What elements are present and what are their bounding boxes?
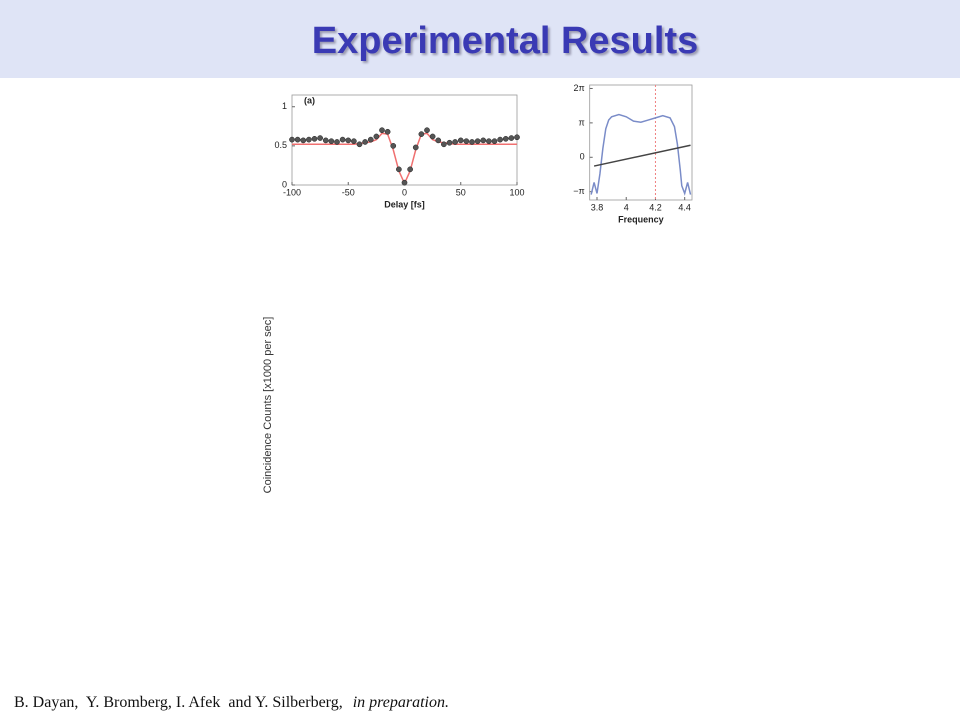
data-point xyxy=(474,138,481,145)
annotation: (a) xyxy=(304,95,315,105)
y-tick-label: 0.5 xyxy=(274,140,287,150)
x-tick-label: 4.2 xyxy=(649,202,662,212)
data-point xyxy=(339,136,346,143)
data-point xyxy=(424,127,430,134)
x-tick-label: 4.4 xyxy=(678,202,691,212)
data-point xyxy=(356,141,363,148)
y-tick-label: 0 xyxy=(580,152,585,162)
data-point xyxy=(294,136,301,143)
data-point xyxy=(300,137,307,144)
y-tick-label: −π xyxy=(573,186,584,196)
data-point xyxy=(322,137,329,144)
data-point xyxy=(441,141,447,148)
data-point xyxy=(317,135,323,141)
data-point xyxy=(452,139,458,145)
x-tick-label: 50 xyxy=(456,187,466,197)
title-banner xyxy=(0,0,960,78)
data-point xyxy=(379,127,385,134)
plot-frame xyxy=(589,84,693,201)
data-point xyxy=(418,131,425,137)
data-point xyxy=(412,144,419,151)
data-point xyxy=(345,137,352,144)
data-point xyxy=(390,143,397,149)
data-point xyxy=(328,138,335,145)
data-point xyxy=(306,136,312,143)
y-tick-label: 2π xyxy=(573,83,584,93)
data-point xyxy=(362,139,368,145)
y-axis-label: Coincidence Counts [x1000 per sec] xyxy=(262,316,274,494)
data-point xyxy=(311,135,318,142)
x-axis-label: Delay [fs] xyxy=(384,199,425,209)
x-tick-label: -50 xyxy=(342,187,355,197)
data-point xyxy=(429,133,436,140)
x-tick-label: -100 xyxy=(283,187,301,197)
data-point xyxy=(373,133,380,140)
y-tick-label: 0 xyxy=(282,179,287,189)
data-point xyxy=(497,136,503,143)
citation-note: in preparation. xyxy=(352,694,449,711)
data-point xyxy=(514,134,520,141)
data-point xyxy=(446,139,453,146)
data-point xyxy=(396,166,402,173)
series-line xyxy=(593,144,691,167)
data-point xyxy=(384,128,391,135)
x-tick-label: 100 xyxy=(509,187,524,197)
data-point xyxy=(480,137,487,144)
y-tick-label: 1 xyxy=(282,101,287,111)
slide-title: Experimental Results xyxy=(311,20,699,62)
x-axis-label: Frequency xyxy=(618,214,664,224)
data-point xyxy=(435,137,442,144)
x-tick-label: 3.8 xyxy=(591,202,604,212)
data-point xyxy=(508,135,515,141)
data-point xyxy=(401,179,408,186)
data-point xyxy=(407,166,413,173)
citation: B. Dayan, Y. Bromberg, I. Afek and Y. Si… xyxy=(14,694,449,712)
series-line xyxy=(590,113,692,196)
x-tick-label: 4 xyxy=(624,202,629,212)
data-point xyxy=(351,138,357,145)
x-tick-label: 0 xyxy=(402,187,407,197)
data-point xyxy=(502,135,509,142)
data-point xyxy=(463,138,470,145)
data-point xyxy=(486,138,492,145)
data-point xyxy=(457,137,464,144)
citation-authors: B. Dayan, Y. Bromberg, I. Afek and Y. Si… xyxy=(14,694,343,711)
data-point xyxy=(469,139,475,145)
data-point xyxy=(289,136,295,143)
data-point xyxy=(334,139,340,145)
data-point xyxy=(491,138,498,145)
data-point xyxy=(367,136,374,143)
y-tick-label: π xyxy=(578,117,584,127)
